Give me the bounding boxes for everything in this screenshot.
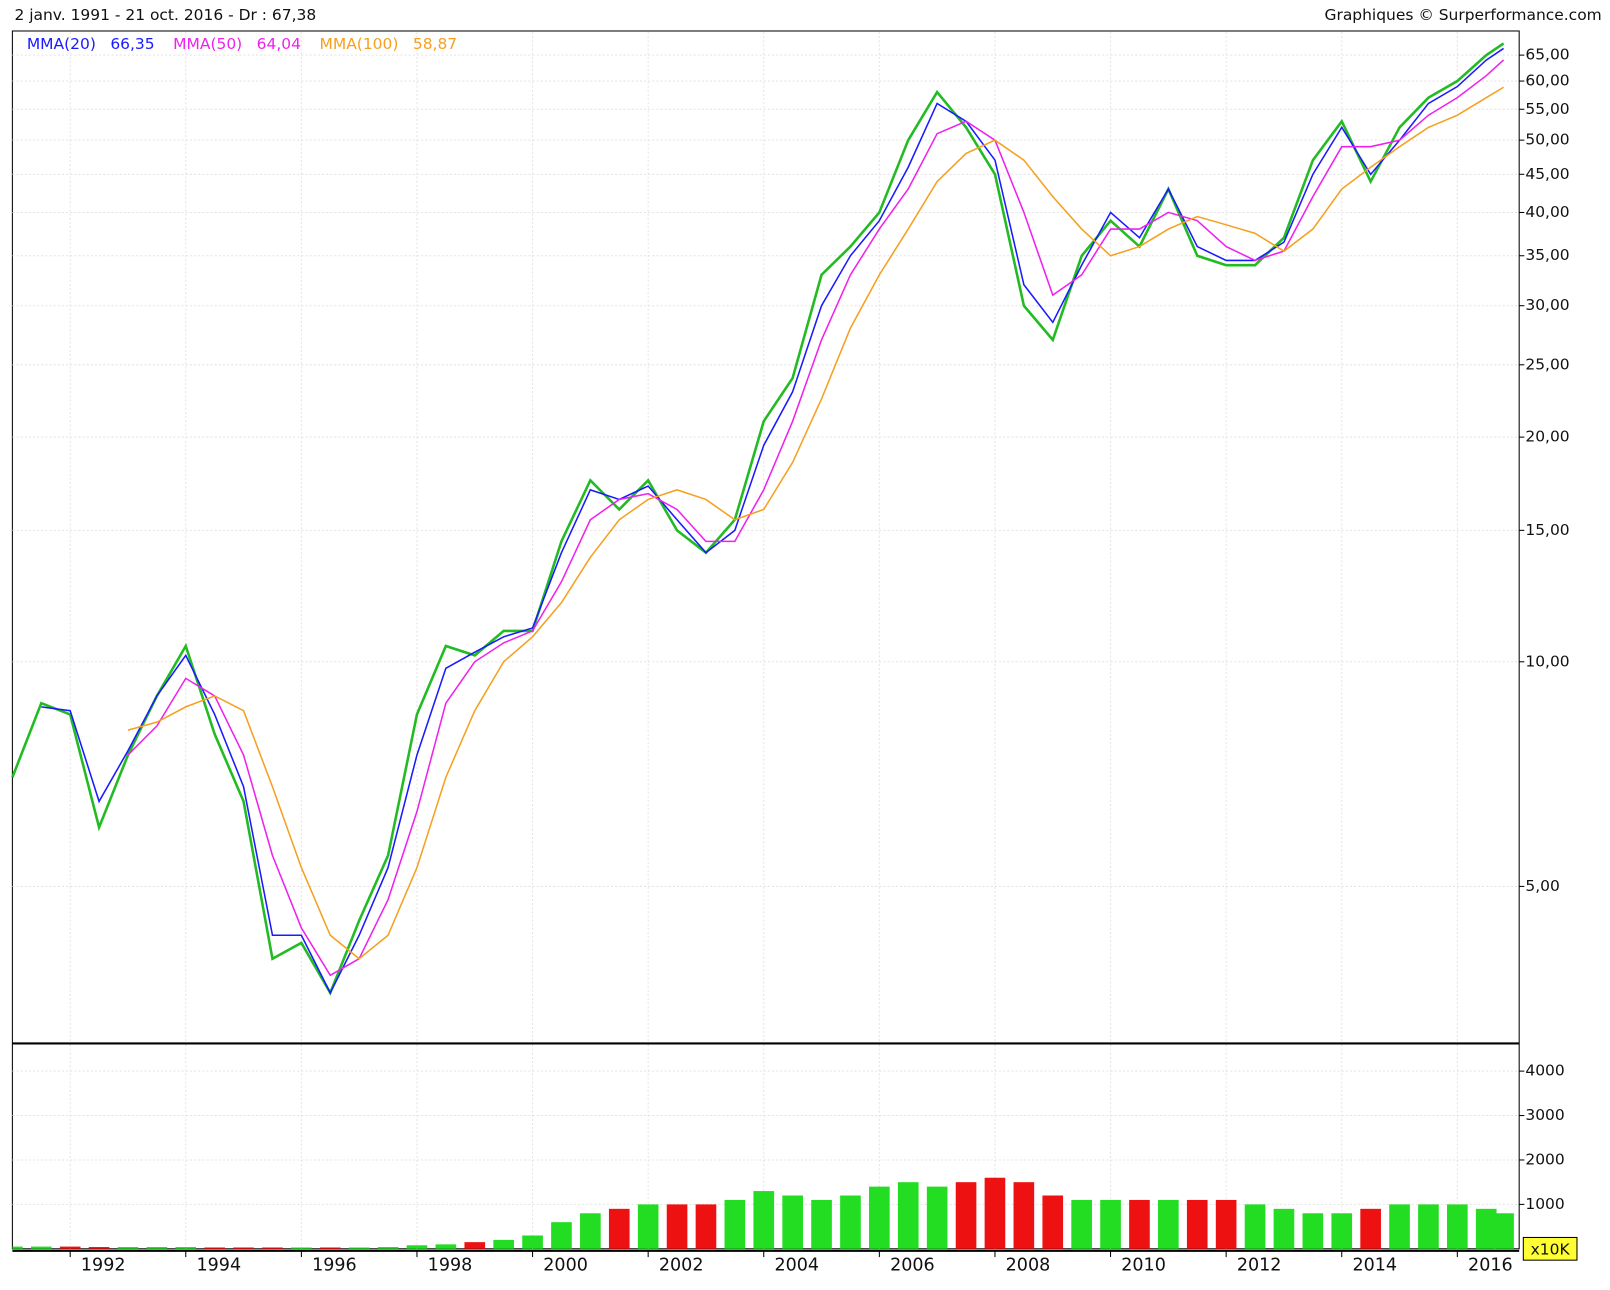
price-line [127, 86, 1504, 960]
volume-bar [88, 1247, 110, 1249]
legend-value: 66,35 [110, 35, 154, 53]
volume-bar [1493, 1213, 1514, 1249]
volume-bar [377, 1247, 399, 1249]
volume-bar [1360, 1208, 1381, 1249]
volume-bar [782, 1195, 803, 1249]
volume-bar [406, 1245, 428, 1249]
volume-bar [204, 1247, 225, 1249]
volume-bar [1013, 1182, 1035, 1249]
y-tick-label: 10,00 [1525, 652, 1569, 670]
y-tick-label: 5,00 [1525, 877, 1559, 895]
volume-bar [12, 1246, 23, 1249]
volume-bar [1389, 1204, 1410, 1249]
x-tick-label: 1994 [196, 1255, 241, 1275]
price-line [41, 47, 1505, 995]
volume-bar [724, 1199, 746, 1249]
y-tick-label: 20,00 [1525, 428, 1569, 446]
y-tick-label: 50,00 [1525, 131, 1569, 149]
x-tick-label: 1996 [312, 1255, 357, 1275]
volume-bar [291, 1247, 312, 1249]
legend-value: 64,04 [257, 35, 301, 53]
volume-bar [811, 1199, 832, 1249]
volume-bar [1418, 1204, 1439, 1249]
legend-value: 58,87 [413, 35, 457, 53]
x-tick-label: 2002 [659, 1255, 704, 1275]
y-tick-label: 15,00 [1525, 521, 1569, 539]
volume-bar [666, 1204, 688, 1249]
volume-bar [319, 1247, 341, 1249]
volume-bar [59, 1246, 81, 1249]
x-tick-label: 2016 [1468, 1255, 1513, 1275]
legend-name: MMA(50) [173, 35, 242, 53]
volume-bar [262, 1247, 283, 1249]
volume-bar [1186, 1199, 1208, 1249]
y-tick-label: 2000 [1525, 1150, 1564, 1168]
x-tick-label: 2000 [543, 1255, 588, 1275]
volume-bar [984, 1177, 1006, 1249]
x-tick-label: 2012 [1237, 1255, 1282, 1275]
y-tick-label: 60,00 [1525, 72, 1569, 90]
y-tick-label: 65,00 [1525, 46, 1569, 64]
volume-bar [1158, 1199, 1179, 1249]
unit-label: x10K [1531, 1240, 1571, 1258]
x-tick-label: 2004 [774, 1255, 819, 1275]
x-tick-label: 2006 [890, 1255, 935, 1275]
volume-bar [1244, 1204, 1266, 1249]
volume-bar [637, 1204, 659, 1249]
volume-bar [1475, 1208, 1497, 1249]
volume-bar [1071, 1199, 1092, 1249]
volume-bar [840, 1195, 861, 1249]
x-tick-label: 2014 [1352, 1255, 1397, 1275]
volume-bar [1215, 1199, 1237, 1249]
y-tick-label: 45,00 [1525, 165, 1569, 183]
y-tick-label: 30,00 [1525, 296, 1569, 314]
volume-bar [580, 1213, 601, 1249]
volume-bar [955, 1182, 977, 1249]
volume-bar [233, 1247, 254, 1249]
x-tick-label: 1998 [428, 1255, 473, 1275]
volume-bar [146, 1247, 168, 1249]
legend-name: MMA(100) [320, 35, 399, 53]
volume-bar [464, 1242, 486, 1249]
y-tick-label: 4000 [1525, 1062, 1564, 1080]
x-tick-label: 2008 [1006, 1255, 1051, 1275]
volume-bar [522, 1235, 543, 1249]
volume-bar [117, 1247, 139, 1249]
volume-bar [493, 1239, 514, 1249]
volume-bar [1100, 1199, 1121, 1249]
x-tick-label: 2010 [1121, 1255, 1166, 1275]
volume-bar [1302, 1213, 1324, 1249]
y-tick-label: 25,00 [1525, 355, 1569, 373]
volume-bar [551, 1222, 572, 1249]
price-line [11, 42, 1505, 996]
volume-bar [695, 1204, 717, 1249]
unit-box [1522, 1236, 1578, 1261]
volume-bar [435, 1244, 457, 1249]
volume-bar [1042, 1195, 1064, 1249]
header-left: 2 janv. 1991 - 21 oct. 2016 - Dr : 67,38 [14, 6, 316, 24]
frame [11, 30, 1520, 1250]
y-tick-label: 55,00 [1525, 100, 1569, 118]
y-tick-label: 3000 [1525, 1106, 1564, 1124]
volume-bar [1129, 1199, 1150, 1249]
volume-bar [30, 1246, 52, 1249]
volume-bar [1447, 1204, 1468, 1249]
header-right: Graphiques © Surperformance.com [1324, 6, 1601, 24]
volume-bar [608, 1208, 630, 1249]
volume-bar [926, 1186, 948, 1249]
volume-bar [753, 1191, 775, 1249]
legend-name: MMA(20) [27, 35, 96, 53]
volume-bar [348, 1247, 370, 1249]
y-tick-label: 35,00 [1525, 246, 1569, 264]
y-tick-label: 40,00 [1525, 203, 1569, 221]
volume-bar [897, 1182, 919, 1249]
volume-bar [869, 1186, 890, 1249]
x-tick-label: 1992 [81, 1255, 126, 1275]
volume-bar [1273, 1208, 1295, 1249]
volume-bar [1331, 1213, 1353, 1249]
volume-bar [175, 1247, 197, 1249]
y-tick-label: 1000 [1525, 1195, 1564, 1213]
